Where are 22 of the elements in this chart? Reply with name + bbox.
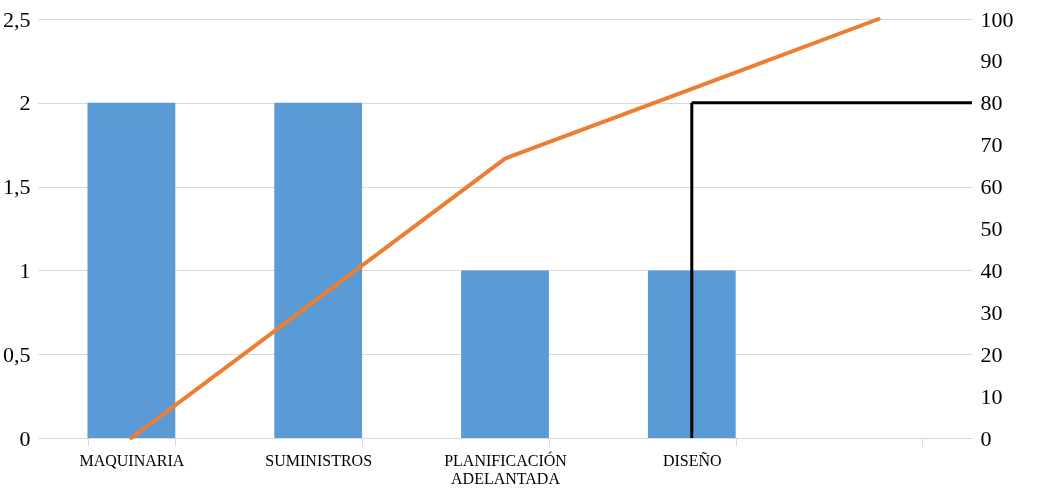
y2-tick-label: 70 (980, 132, 1003, 158)
y2-tick-label: 90 (980, 48, 1003, 74)
x-tick-label: MAQUINARIA (79, 451, 185, 469)
y2-tick-label: 60 (980, 174, 1003, 200)
y2-tick-label: 10 (980, 383, 1003, 409)
x-tick-label: PLANIFICACIÓN ADELANTADA (444, 450, 568, 487)
x-tick-label: DISEÑO (662, 451, 722, 469)
y2-tick-label: 0 (980, 425, 992, 451)
y-tick-label: 0 (19, 425, 31, 451)
y-tick-label: 1,5 (3, 174, 31, 200)
y-tick-label: 0,5 (3, 341, 31, 367)
x-tick-label: SUMINISTROS (265, 451, 373, 469)
y2-tick-label: 80 (980, 90, 1003, 116)
line-series (129, 17, 881, 440)
y-tick-label: 2 (19, 90, 31, 116)
y2-tick-label: 20 (980, 341, 1003, 367)
y-tick-label: 2,5 (3, 6, 31, 32)
y2-tick-label: 40 (980, 257, 1003, 283)
y-tick-label: 1 (19, 257, 31, 283)
y2-tick-label: 100 (980, 6, 1014, 32)
y2-tick-label: 30 (980, 299, 1003, 325)
y2-tick-label: 50 (980, 216, 1003, 241)
